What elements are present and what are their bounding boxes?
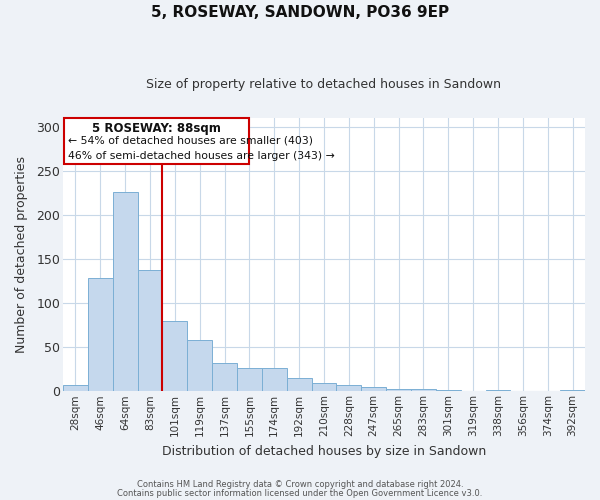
- Bar: [311, 384, 337, 392]
- Bar: [386, 388, 411, 392]
- Text: 5 ROSEWAY: 88sqm: 5 ROSEWAY: 88sqm: [92, 122, 221, 136]
- Bar: [411, 388, 436, 392]
- Text: ← 54% of detached houses are smaller (403): ← 54% of detached houses are smaller (40…: [68, 135, 313, 145]
- Y-axis label: Number of detached properties: Number of detached properties: [15, 156, 28, 353]
- Text: 5, ROSEWAY, SANDOWN, PO36 9EP: 5, ROSEWAY, SANDOWN, PO36 9EP: [151, 5, 449, 20]
- Bar: [187, 340, 212, 392]
- Bar: [163, 321, 187, 392]
- Bar: [113, 192, 137, 392]
- Bar: [137, 270, 163, 392]
- Title: Size of property relative to detached houses in Sandown: Size of property relative to detached ho…: [146, 78, 502, 90]
- Text: Contains HM Land Registry data © Crown copyright and database right 2024.: Contains HM Land Registry data © Crown c…: [137, 480, 463, 489]
- Text: Contains public sector information licensed under the Open Government Licence v3: Contains public sector information licen…: [118, 488, 482, 498]
- Bar: [361, 387, 386, 392]
- FancyBboxPatch shape: [64, 118, 250, 164]
- Bar: [485, 390, 511, 392]
- Bar: [63, 385, 88, 392]
- Bar: [262, 368, 287, 392]
- Bar: [337, 385, 361, 392]
- Bar: [237, 368, 262, 392]
- Text: 46% of semi-detached houses are larger (343) →: 46% of semi-detached houses are larger (…: [68, 150, 335, 160]
- Bar: [212, 363, 237, 392]
- Bar: [560, 390, 585, 392]
- Bar: [287, 378, 311, 392]
- X-axis label: Distribution of detached houses by size in Sandown: Distribution of detached houses by size …: [162, 444, 486, 458]
- Bar: [436, 390, 461, 392]
- Bar: [88, 278, 113, 392]
